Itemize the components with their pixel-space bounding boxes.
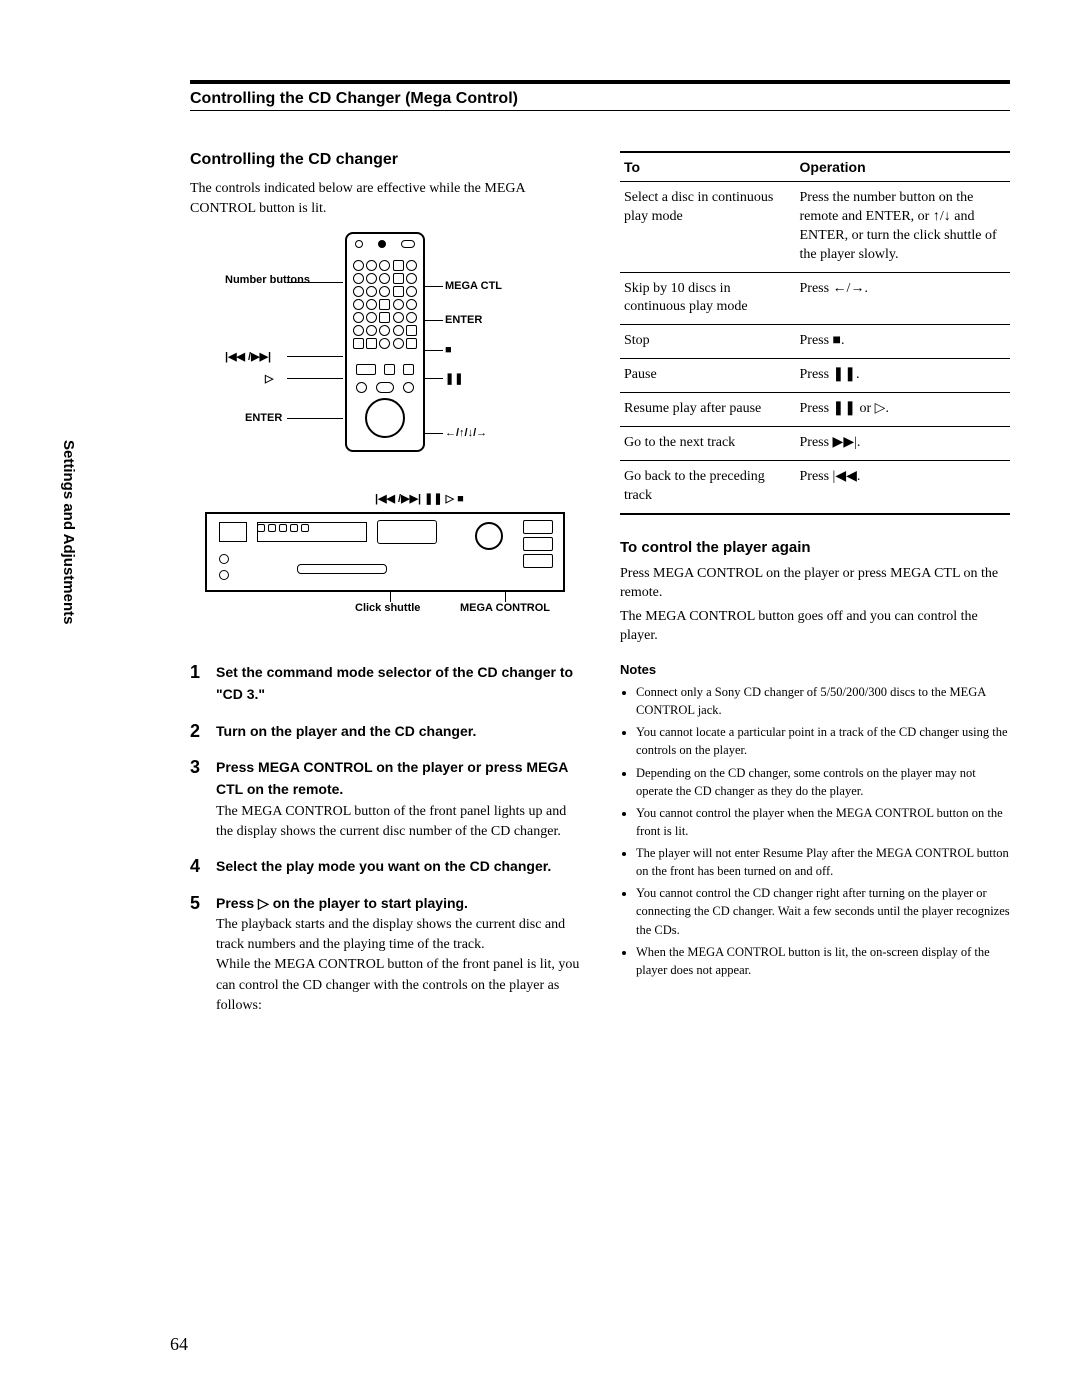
table-cell: Resume play after pause bbox=[620, 393, 796, 427]
label-mega-ctl: MEGA CTL bbox=[445, 280, 502, 292]
label-top-syms: |◀◀ /▶▶| ❚❚ ▷ ■ bbox=[375, 492, 464, 505]
table-cell: Press ❚❚. bbox=[796, 359, 1011, 393]
step-body: The MEGA CONTROL button of the front pan… bbox=[216, 804, 566, 839]
list-item: Connect only a Sony CD changer of 5/50/2… bbox=[636, 683, 1010, 719]
table-row: Go back to the preceding trackPress |◀◀. bbox=[620, 460, 1010, 513]
page-header: Controlling the CD Changer (Mega Control… bbox=[190, 90, 1010, 108]
table-cell: Go to the next track bbox=[620, 427, 796, 461]
label-pause: ❚❚ bbox=[445, 372, 463, 385]
table-cell: Press ←/→. bbox=[796, 272, 1011, 325]
steps-list: 1 Set the command mode selector of the C… bbox=[190, 662, 580, 1016]
table-header: Operation bbox=[796, 152, 1011, 182]
remote-diagram: Number buttons |◀◀ /▶▶| ▷ ENTER MEGA CTL… bbox=[225, 232, 545, 472]
table-row: PausePress ❚❚. bbox=[620, 359, 1010, 393]
label-stop: ■ bbox=[445, 344, 452, 356]
step-title: Select the play mode you want on the CD … bbox=[216, 858, 551, 874]
sidebar-section-label: Settings and Adjustments bbox=[60, 440, 77, 624]
label-enter: ENTER bbox=[245, 412, 282, 424]
table-row: Select a disc in continuous play modePre… bbox=[620, 182, 1010, 273]
intro-text: The controls indicated below are effecti… bbox=[190, 179, 580, 218]
notes-list: Connect only a Sony CD changer of 5/50/2… bbox=[620, 683, 1010, 979]
table-cell: Pause bbox=[620, 359, 796, 393]
list-item: The player will not enter Resume Play af… bbox=[636, 844, 1010, 880]
step-item: 2 Turn on the player and the CD changer. bbox=[190, 721, 580, 743]
step-item: 4 Select the play mode you want on the C… bbox=[190, 856, 580, 878]
step-item: 5 Press ▷ on the player to start playing… bbox=[190, 893, 580, 1017]
body-text: Press MEGA CONTROL on the player or pres… bbox=[620, 564, 1010, 603]
list-item: You cannot locate a particular point in … bbox=[636, 723, 1010, 759]
table-row: Go to the next trackPress ▶▶|. bbox=[620, 427, 1010, 461]
label-number-buttons: Number buttons bbox=[225, 274, 285, 286]
table-cell: Select a disc in continuous play mode bbox=[620, 182, 796, 273]
label-arrows: ←/↑/↓/→ bbox=[445, 427, 487, 439]
list-item: You cannot control the player when the M… bbox=[636, 804, 1010, 840]
section-title: Controlling the CD changer bbox=[190, 151, 580, 169]
table-row: Resume play after pausePress ❚❚ or ▷. bbox=[620, 393, 1010, 427]
label-enter-r: ENTER bbox=[445, 314, 482, 326]
list-item: You cannot control the CD changer right … bbox=[636, 884, 1010, 938]
label-click-shuttle: Click shuttle bbox=[355, 602, 420, 614]
subheading: To control the player again bbox=[620, 539, 1010, 556]
table-cell: Press ❚❚ or ▷. bbox=[796, 393, 1011, 427]
table-cell: Go back to the preceding track bbox=[620, 460, 796, 513]
label-prev-next: |◀◀ /▶▶| bbox=[225, 350, 271, 363]
table-cell: Press |◀◀. bbox=[796, 460, 1011, 513]
list-item: Depending on the CD changer, some contro… bbox=[636, 764, 1010, 800]
label-mega-control: MEGA CONTROL bbox=[460, 602, 550, 614]
table-cell: Press ▶▶|. bbox=[796, 427, 1011, 461]
table-row: StopPress ■. bbox=[620, 325, 1010, 359]
body-text: The MEGA CONTROL button goes off and you… bbox=[620, 607, 1010, 646]
table-row: Skip by 10 discs in continuous play mode… bbox=[620, 272, 1010, 325]
step-title: Set the command mode selector of the CD … bbox=[216, 664, 573, 702]
step-body: The playback starts and the display show… bbox=[216, 917, 579, 1013]
table-header: To bbox=[620, 152, 796, 182]
step-title: Press ▷ on the player to start playing. bbox=[216, 895, 468, 911]
player-diagram: |◀◀ /▶▶| ❚❚ ▷ ■ Click shuttle MEGA CONTR… bbox=[205, 492, 565, 642]
notes-heading: Notes bbox=[620, 662, 1010, 677]
step-title: Turn on the player and the CD changer. bbox=[216, 723, 476, 739]
step-item: 1 Set the command mode selector of the C… bbox=[190, 662, 580, 707]
step-item: 3 Press MEGA CONTROL on the player or pr… bbox=[190, 757, 580, 842]
label-play: ▷ bbox=[265, 372, 273, 385]
step-title: Press MEGA CONTROL on the player or pres… bbox=[216, 759, 568, 797]
operations-table: To Operation Select a disc in continuous… bbox=[620, 151, 1010, 515]
table-cell: Stop bbox=[620, 325, 796, 359]
table-cell: Skip by 10 discs in continuous play mode bbox=[620, 272, 796, 325]
page-number: 64 bbox=[170, 1334, 188, 1355]
list-item: When the MEGA CONTROL button is lit, the… bbox=[636, 943, 1010, 979]
table-cell: Press the number button on the remote an… bbox=[796, 182, 1011, 273]
table-cell: Press ■. bbox=[796, 325, 1011, 359]
